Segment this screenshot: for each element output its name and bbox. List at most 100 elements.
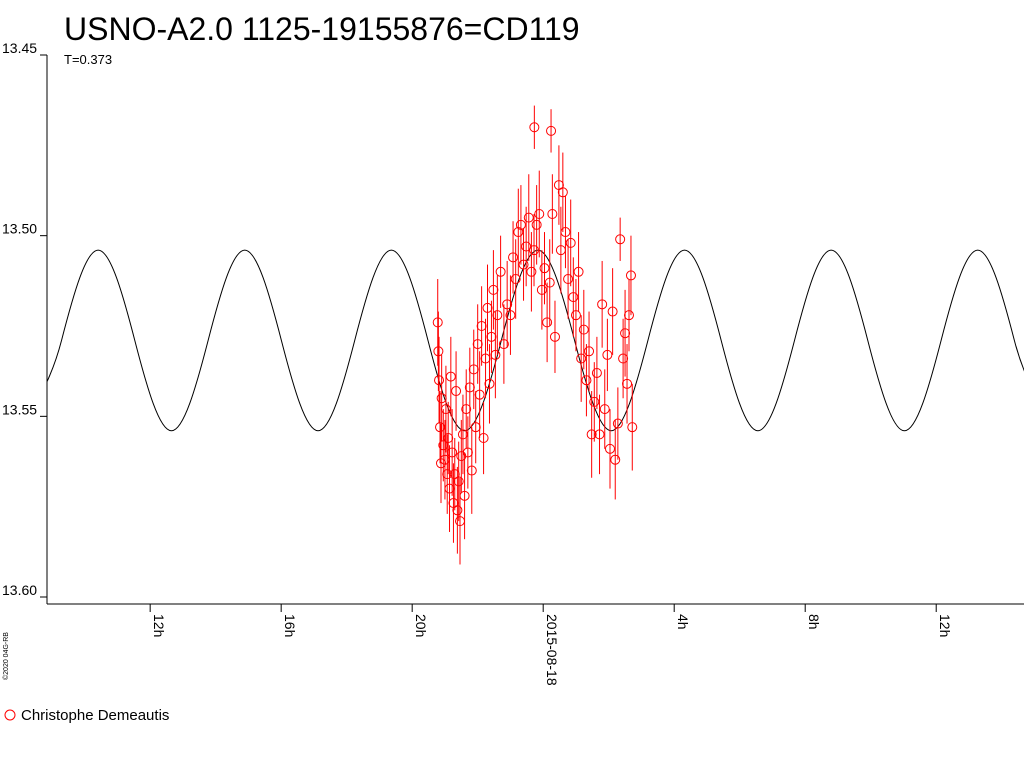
data-point [480,353,491,364]
data-point [474,389,485,400]
data-point [444,483,455,494]
x-tick-label: 20h [413,614,429,637]
data-point [591,367,602,378]
data-point [482,302,493,313]
data-point [478,433,489,444]
x-tick-label: 2015-08-18 [544,614,560,686]
data-point [581,375,592,386]
chart-title: USNO-A2.0 1125-19155876=CD119 [64,11,580,47]
data-point [560,227,571,238]
data-point [523,212,534,223]
data-point [584,346,595,357]
data-point [549,331,560,342]
legend-label: Christophe Demeautis [21,707,169,724]
credit: ©2020 04G-RB [2,632,10,680]
data-point [531,219,542,230]
data-point [456,451,467,462]
data-point [443,433,454,444]
legend-marker [4,709,16,721]
data-point [576,353,587,364]
data-point [557,187,568,198]
data-point [470,422,481,433]
data-point [476,321,487,331]
data-point [565,237,576,248]
data-point [544,277,555,288]
data-point [484,378,495,389]
data-point [547,208,558,219]
data-point [568,292,579,303]
data-point [432,317,443,328]
data-point [615,234,626,245]
data-point [508,252,519,263]
data-point [605,443,616,454]
model-curve [47,249,1024,432]
data-point [539,263,550,274]
data-point [620,328,631,339]
data-point [447,447,458,458]
data-point [472,339,483,350]
data-point [464,382,475,393]
data-point [573,266,584,277]
data-point [434,375,445,386]
data-point [492,310,503,321]
data-point [513,227,524,238]
data-point [625,270,636,281]
data-point [610,454,621,465]
data-point [599,404,610,415]
data-point [461,404,472,415]
y-tick-label: 13.45 [2,40,37,56]
data-point [502,299,513,310]
data-point [433,346,444,357]
data-point [586,429,597,440]
data-point [612,418,623,429]
data-point [602,349,613,360]
data-point [505,310,516,321]
data-point [451,386,462,397]
data-point [459,490,470,501]
data-point [453,476,464,487]
data-point [623,310,634,321]
data-point [436,458,447,469]
data-point [498,339,509,350]
data-point [618,353,629,364]
x-tick-label: 4h [675,614,691,630]
legend: Christophe Demeautis [4,707,169,724]
data-point [542,317,553,328]
data-point [488,284,499,295]
y-tick-label: 13.60 [2,582,37,598]
x-tick-label: 12h [937,614,953,637]
data-point [597,299,608,310]
x-tick-label: 16h [282,614,298,637]
chart-subtitle: T=0.373 [64,52,112,67]
data-point [462,447,473,458]
data-point [518,259,529,270]
data-point [510,274,521,285]
x-tick-label: 12h [151,614,167,637]
data-point [486,331,497,342]
data-point [534,208,545,219]
data-point [490,349,501,360]
data-point [515,219,526,230]
y-tick-label: 13.50 [2,221,37,237]
data-point [627,422,638,433]
data-point [468,364,479,375]
data-point [589,396,600,407]
data-point [466,465,477,476]
x-tick-label: 8h [806,614,822,630]
y-tick-label: 13.55 [2,401,37,417]
data-point [529,122,540,133]
data-point [578,324,589,335]
data-point [529,245,540,256]
data-point [495,266,506,277]
data-point [452,505,463,516]
data-point [445,371,456,382]
data-point [536,284,547,295]
data-point [622,378,633,389]
data-point [546,125,557,136]
plot-area [47,105,1024,565]
data-point [570,310,581,321]
data-point [526,266,537,277]
data-point [607,306,618,317]
data-point [594,429,605,440]
